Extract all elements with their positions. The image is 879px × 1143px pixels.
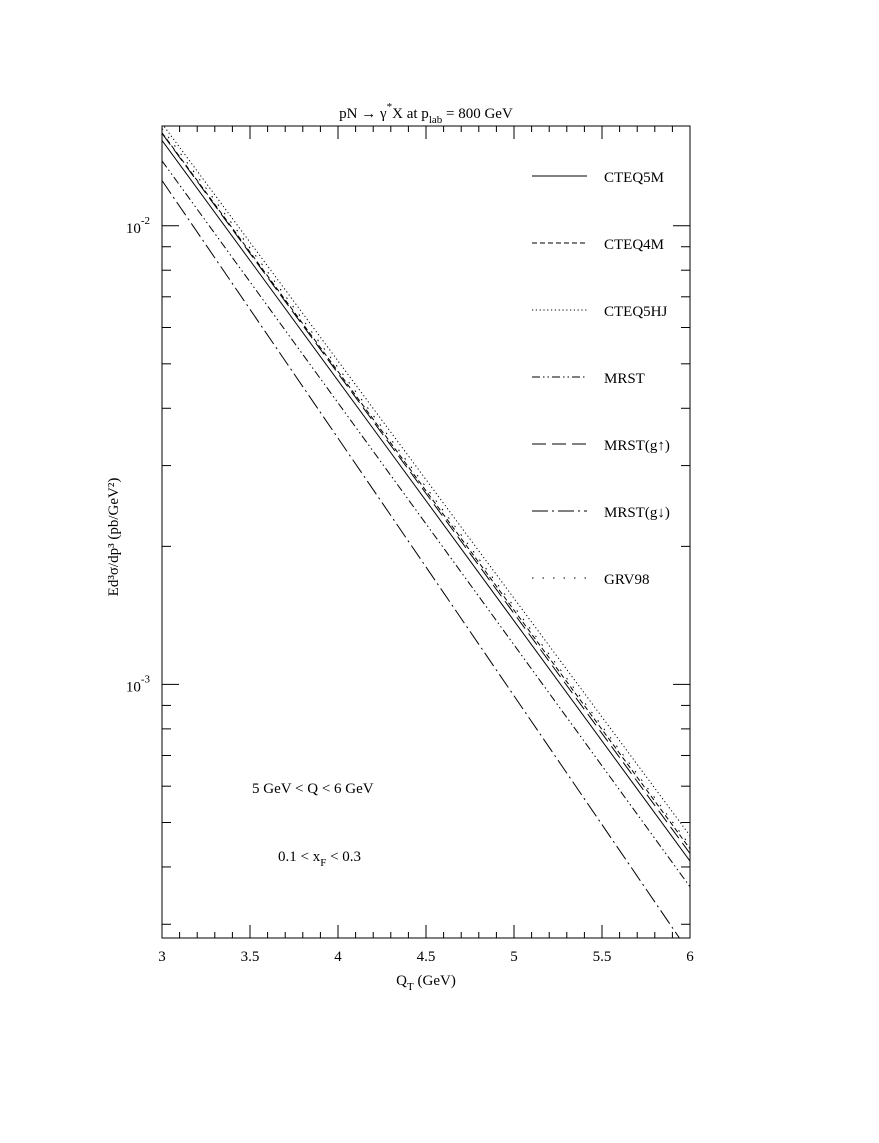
annotation-q-range: 5 GeV < Q < 6 GeV	[252, 781, 374, 797]
legend-label-7: GRV98	[604, 572, 649, 588]
chart-title: pN → γ*X at plab = 800 GeV	[339, 101, 513, 126]
x-tick-label: 3.5	[241, 949, 260, 965]
series-line-5	[162, 133, 690, 854]
x-tick-label: 5	[510, 949, 518, 965]
x-tick-label: 6	[686, 949, 694, 965]
legend-label-5: MRST(g↑)	[604, 438, 670, 454]
series-line-6	[162, 180, 680, 938]
legend-label-4: MRST	[604, 371, 645, 387]
y-tick-label: 10-2	[126, 215, 150, 237]
legend-label-1: CTEQ5M	[604, 170, 664, 186]
series-line-3	[163, 126, 690, 836]
x-axis-label: QT (GeV)	[396, 973, 456, 993]
y-tick-label: 10-3	[126, 673, 151, 695]
annotation-xf-range: 0.1 < xF < 0.3	[278, 849, 361, 869]
x-tick-label: 4	[334, 949, 342, 965]
series-line-2	[162, 132, 690, 850]
x-tick-label: 5.5	[593, 949, 612, 965]
series-line-4	[162, 160, 690, 888]
legend-label-6: MRST(g↓)	[604, 505, 670, 521]
x-tick-label: 3	[158, 949, 166, 965]
legend-label-3: CTEQ5HJ	[604, 304, 667, 320]
y-axis-label: Ed³σ/dp³ (pb/GeV²)	[106, 478, 122, 597]
series-line-7	[162, 128, 690, 847]
legend-label-2: CTEQ4M	[604, 237, 664, 253]
series-line-1	[162, 140, 690, 862]
x-tick-label: 4.5	[417, 949, 436, 965]
